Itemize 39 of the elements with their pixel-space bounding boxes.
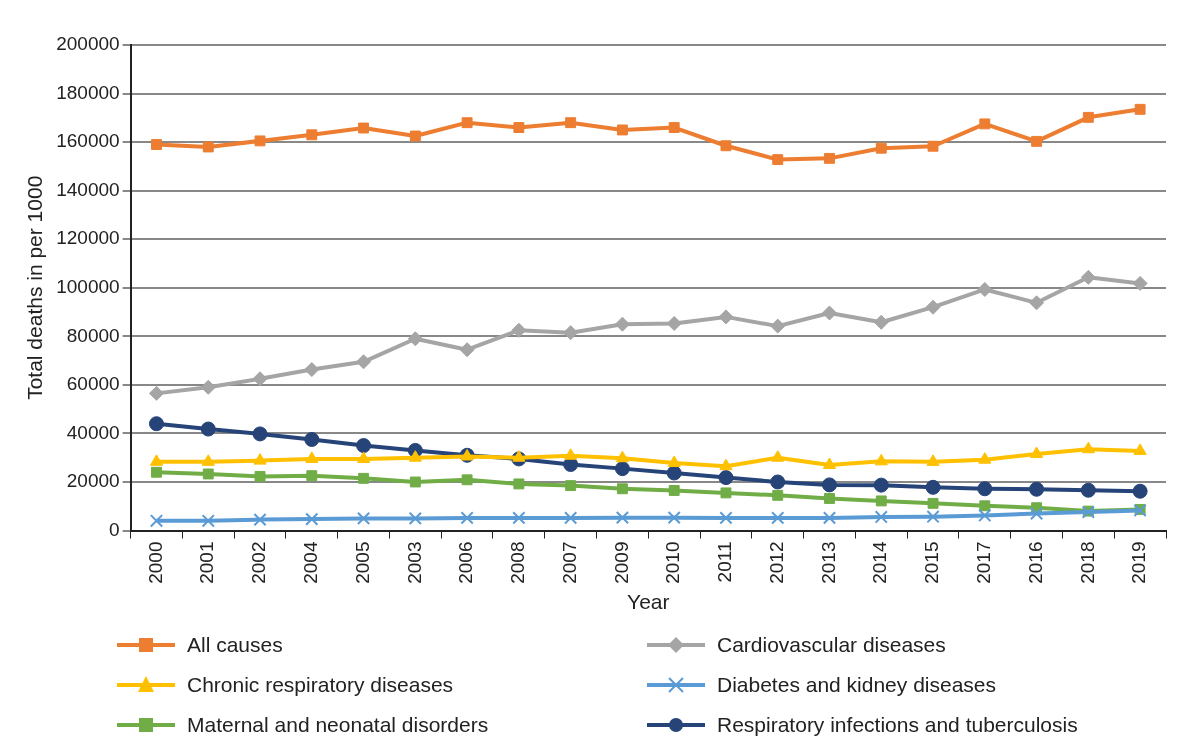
y-tick-label: 40000	[66, 421, 120, 443]
y-tick-label: 200000	[56, 33, 120, 55]
x-tick-label: 2019	[1128, 541, 1150, 584]
x-tick-label: 2008	[507, 541, 529, 584]
legend-label: Cardiovascular diseases	[717, 633, 946, 657]
x-tick-label: 2000	[144, 541, 166, 584]
y-tick-label: 60000	[66, 373, 120, 395]
y-tick-label: 120000	[56, 227, 120, 249]
x-tick-label: 2010	[662, 541, 684, 584]
x-axis-title: Year	[627, 590, 670, 614]
y-tick-label: 180000	[56, 81, 120, 103]
legend-label: Respiratory infections and tuberculosis	[717, 713, 1078, 737]
x-tick-label: 2016	[1024, 541, 1046, 584]
x-tick-label: 2004	[300, 541, 322, 584]
x-tick-label: 2012	[765, 541, 787, 584]
x-tick-label: 2002	[248, 541, 270, 584]
legend-label: All causes	[187, 633, 283, 657]
y-tick-label: 80000	[66, 324, 120, 346]
y-tick-label: 140000	[56, 178, 120, 200]
y-tick-label: 160000	[56, 130, 120, 152]
legend-label: Maternal and neonatal disorders	[187, 713, 489, 737]
x-tick-label: 2006	[455, 541, 477, 584]
x-tick-label: 2015	[921, 541, 943, 584]
x-tick-label: 2001	[196, 541, 218, 584]
legend-label: Chronic respiratory diseases	[187, 673, 454, 697]
x-tick-label: 2013	[817, 541, 839, 584]
legend-label: Diabetes and kidney diseases	[717, 673, 997, 697]
x-tick-label: 2014	[869, 541, 891, 584]
x-tick-label: 2005	[351, 541, 373, 584]
y-axis-title: Total deaths in per 1000	[23, 175, 47, 400]
y-tick-label: 100000	[56, 276, 120, 297]
x-tick-label: 2009	[610, 541, 632, 584]
y-tick-label: 0	[109, 518, 120, 540]
x-tick-label: 2017	[973, 541, 995, 584]
x-tick-label: 2011	[714, 541, 736, 583]
y-tick-label: 20000	[66, 470, 120, 492]
x-tick-label: 2018	[1076, 541, 1098, 584]
x-tick-label: 2007	[558, 541, 580, 584]
x-tick-label: 2003	[403, 541, 425, 584]
